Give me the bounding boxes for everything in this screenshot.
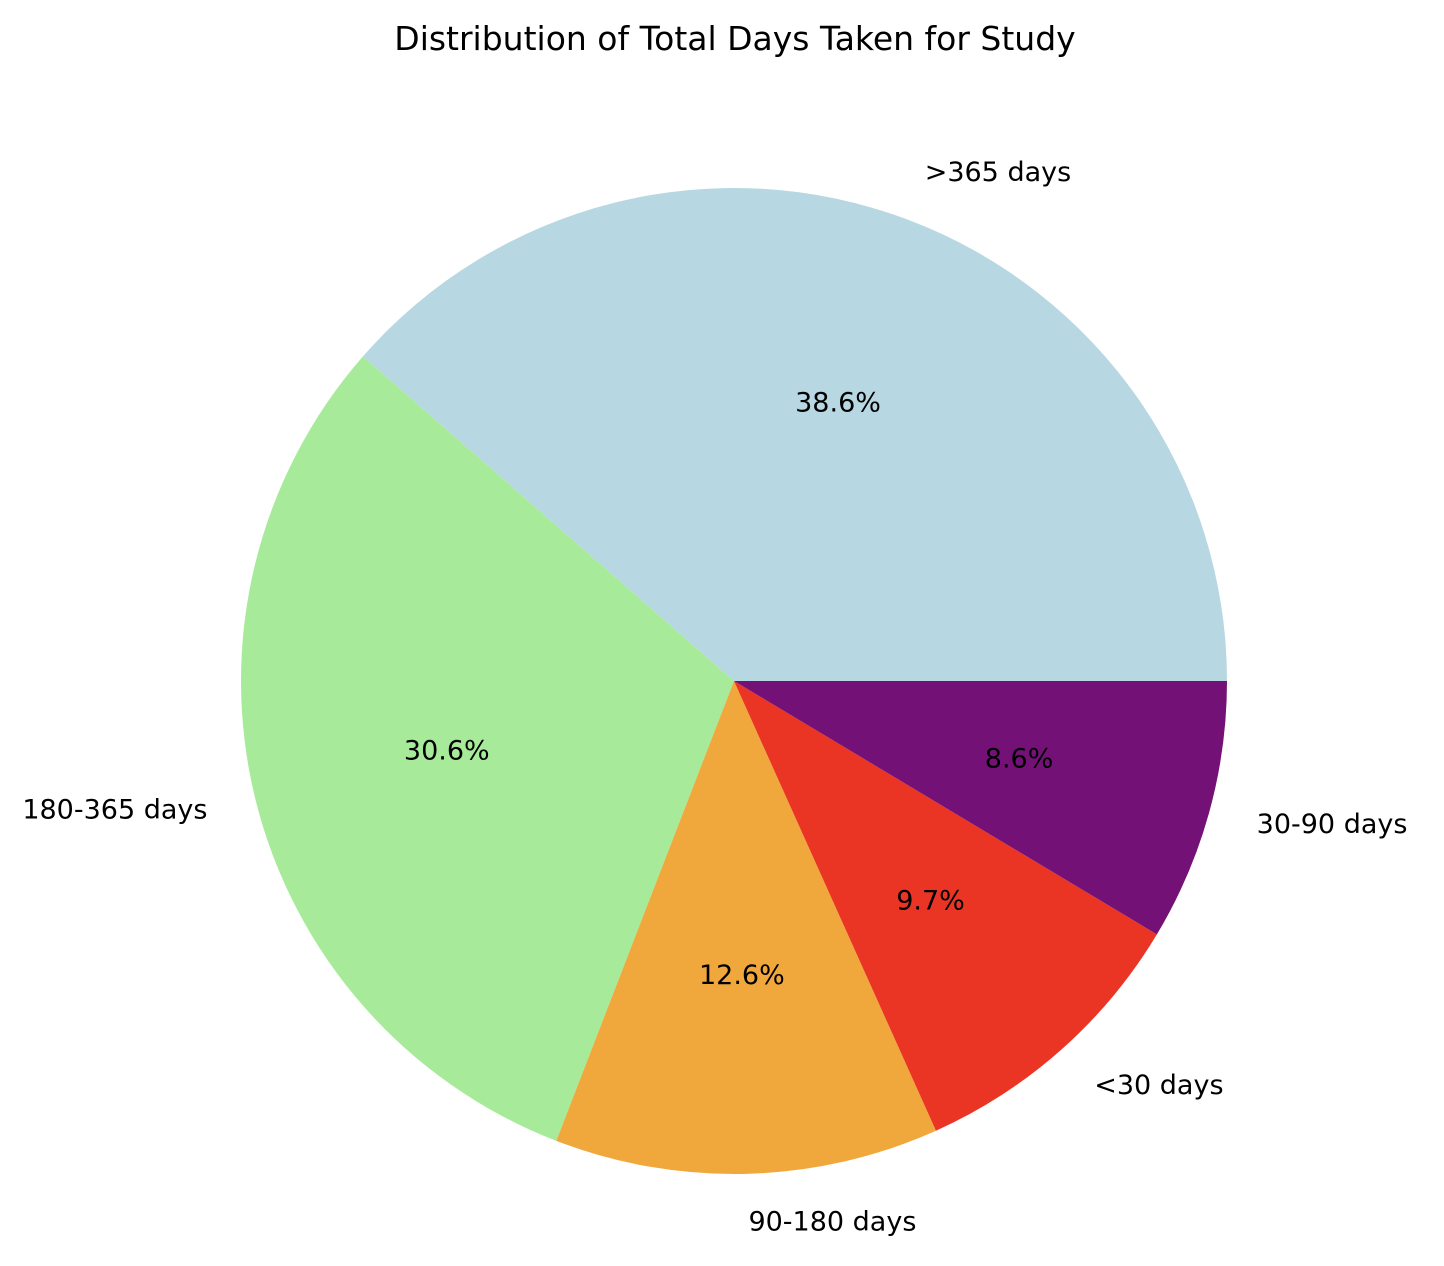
pie-slice-30-days [734, 681, 1157, 1131]
pct-label-90-180-days: 12.6% [699, 960, 785, 991]
slice-label-90-180-days: 90-180 days [748, 1207, 916, 1238]
pie-slice-365-days [362, 188, 1227, 681]
slice-label-30-90-days: 30-90 days [1257, 809, 1408, 840]
slice-label-180-365-days: 180-365 days [22, 794, 207, 825]
pct-label-365-days: 38.6% [795, 388, 881, 419]
chart-title: Distribution of Total Days Taken for Stu… [394, 19, 1075, 58]
pie-slice-30-90-days [734, 681, 1227, 935]
pct-label-180-365-days: 30.6% [404, 735, 490, 766]
slice-label-30-days: <30 days [1094, 1070, 1223, 1101]
pie-slice-90-180-days [556, 681, 936, 1174]
slice-label-365-days: >365 days [925, 157, 1071, 188]
pie-slice-180-365-days [241, 356, 734, 1141]
pct-label-30-days: 9.7% [896, 886, 965, 917]
pie-slices [241, 188, 1227, 1174]
pct-label-30-90-days: 8.6% [985, 743, 1054, 774]
pie-labels: >365 days 38.6% 180-365 days 30.6% 90-180 da… [22, 157, 1407, 1238]
